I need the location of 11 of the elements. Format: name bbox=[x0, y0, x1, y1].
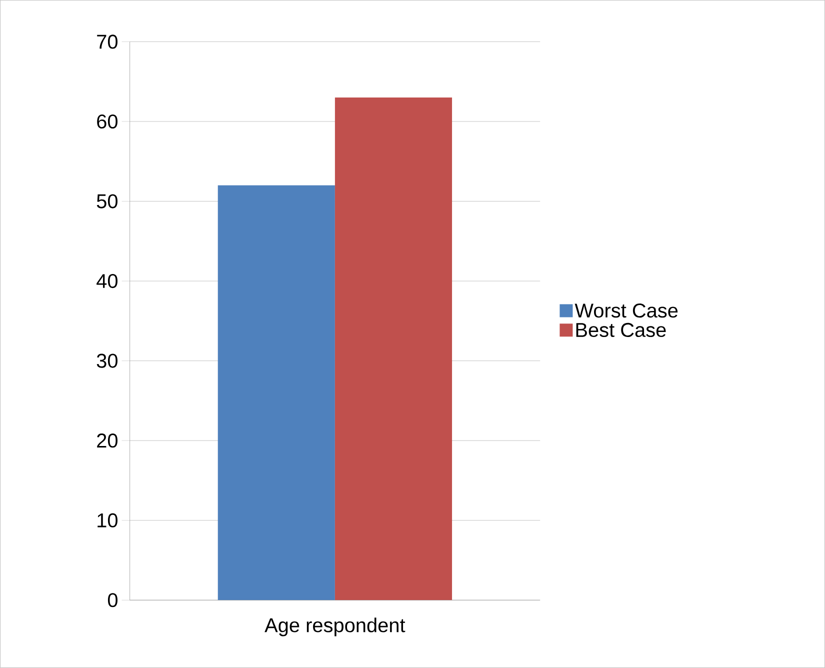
legend-label: Worst Case bbox=[574, 304, 678, 318]
y-tick-label: 40 bbox=[96, 274, 118, 288]
y-tick-label: 10 bbox=[98, 513, 118, 528]
y-tick-label: 0 bbox=[108, 593, 118, 608]
y-tick-label: 60 bbox=[97, 114, 118, 129]
y-tick-label: 20 bbox=[97, 434, 118, 448]
y-tick-label: 30 bbox=[96, 354, 118, 368]
x-tick-label: Age respondent bbox=[264, 618, 406, 636]
y-tick-label: 70 bbox=[97, 34, 118, 49]
legend-label: Best Case bbox=[576, 322, 666, 338]
y-tick-label: 50 bbox=[96, 194, 118, 208]
